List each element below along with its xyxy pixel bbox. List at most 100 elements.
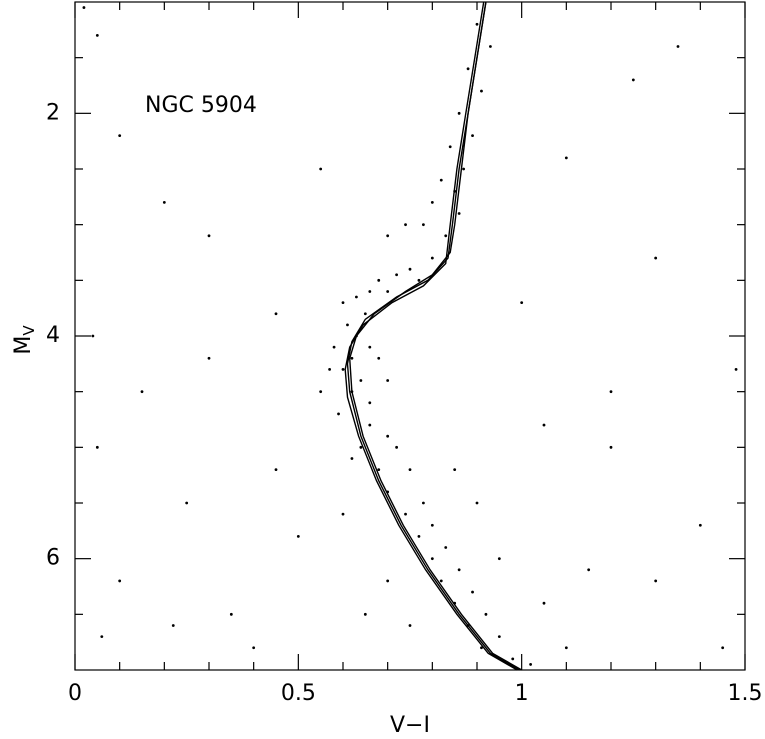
- x-tick-label: 1.5: [728, 681, 763, 706]
- star-point: [368, 401, 372, 405]
- star-point: [734, 368, 738, 371]
- star-point: [355, 295, 358, 299]
- star-point: [466, 67, 470, 71]
- isochrone: [346, 1, 520, 671]
- isochrone: [344, 1, 518, 671]
- star-point: [422, 501, 425, 505]
- star-point: [207, 356, 211, 360]
- star-point: [564, 646, 568, 650]
- star-point: [118, 579, 122, 583]
- star-point: [462, 167, 465, 171]
- star-point: [417, 278, 421, 282]
- star-point: [609, 390, 613, 394]
- star-point: [100, 635, 104, 638]
- star-point: [408, 468, 412, 471]
- star-point: [386, 434, 390, 438]
- star-point: [484, 612, 488, 616]
- star-point: [377, 468, 381, 471]
- star-point: [368, 423, 372, 427]
- star-point: [457, 111, 461, 115]
- star-point: [95, 445, 99, 449]
- y-tick-label: 4: [46, 323, 60, 348]
- star-point: [328, 368, 331, 371]
- star-point: [91, 334, 95, 338]
- star-point: [489, 45, 492, 48]
- star-point: [350, 356, 354, 360]
- star-point: [564, 156, 568, 160]
- star-point: [319, 167, 323, 171]
- star-point: [430, 557, 434, 561]
- star-point: [140, 390, 144, 394]
- star-point: [386, 234, 390, 238]
- star-point: [676, 45, 680, 48]
- annotation: NGC 5904: [145, 93, 257, 118]
- star-point: [480, 89, 483, 93]
- star-point: [207, 234, 211, 238]
- star-point: [386, 379, 390, 382]
- star-point: [457, 212, 461, 215]
- star-point: [274, 312, 278, 316]
- star-point: [654, 256, 658, 260]
- star-point: [448, 145, 452, 149]
- star-point: [337, 412, 340, 416]
- star-point: [319, 390, 323, 394]
- star-point: [417, 535, 421, 538]
- star-point: [341, 368, 345, 371]
- y-axis-label: MV: [11, 325, 38, 355]
- star-point: [341, 512, 345, 516]
- star-point: [430, 523, 434, 527]
- star-point: [363, 612, 367, 616]
- star-point: [252, 646, 256, 650]
- star-point: [529, 663, 532, 666]
- star-point: [453, 468, 457, 471]
- star-point: [229, 612, 233, 616]
- star-point: [185, 501, 189, 505]
- star-point: [542, 601, 546, 605]
- star-point: [377, 278, 381, 282]
- star-point: [609, 445, 613, 449]
- star-point: [480, 646, 483, 650]
- star-point: [444, 234, 448, 238]
- star-point: [497, 557, 501, 561]
- star-point: [631, 78, 635, 82]
- star-point: [346, 323, 349, 327]
- star-point: [497, 635, 501, 638]
- star-point: [82, 6, 86, 9]
- star-point: [444, 546, 448, 549]
- star-point: [654, 579, 658, 583]
- star-point: [363, 312, 367, 316]
- star-point: [457, 568, 461, 572]
- star-point: [386, 579, 390, 583]
- star-point: [296, 535, 300, 538]
- star-point: [471, 590, 474, 594]
- star-point: [408, 624, 412, 627]
- star-point: [587, 568, 591, 572]
- star-point: [430, 201, 434, 204]
- star-point: [395, 445, 398, 449]
- star-point: [162, 201, 166, 204]
- y-tick-label: 2: [46, 100, 60, 125]
- star-point: [395, 273, 398, 277]
- star-point: [332, 345, 336, 349]
- star-point: [359, 379, 363, 382]
- star-point: [350, 457, 354, 460]
- star-point: [698, 523, 702, 527]
- star-point: [95, 34, 99, 37]
- star-point: [430, 256, 434, 260]
- star-point: [422, 223, 425, 227]
- star-point: [475, 501, 479, 505]
- star-point: [341, 301, 345, 304]
- star-point: [404, 512, 407, 516]
- x-tick-label: 1: [515, 681, 529, 706]
- star-point: [439, 178, 443, 182]
- star-point: [542, 423, 546, 427]
- star-point: [520, 301, 524, 304]
- x-tick-label: 0.5: [281, 681, 316, 706]
- star-point: [368, 290, 372, 293]
- star-point: [386, 290, 390, 293]
- star-point: [359, 445, 363, 449]
- x-axis-label: V−I: [390, 713, 430, 738]
- star-point: [118, 134, 122, 138]
- star-point: [274, 468, 278, 471]
